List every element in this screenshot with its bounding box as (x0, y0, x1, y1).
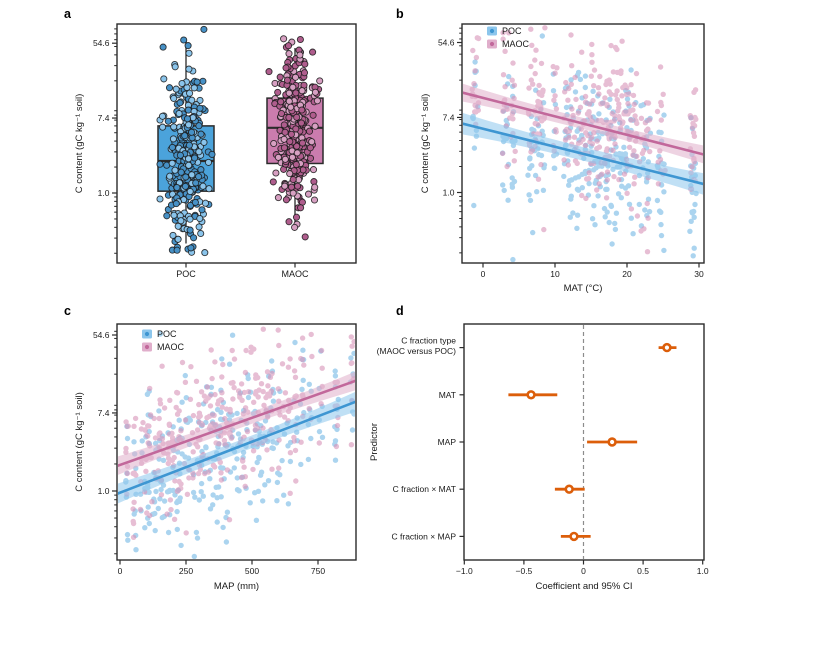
panel-d-y-axis-title: Predictor (369, 423, 380, 461)
panel-c-x-axis-title: MAP (mm) (214, 581, 259, 592)
panel-c-legend: POC MAOC (142, 329, 185, 352)
panel-d-x-axis: −1.0 −0.5 0 0.5 1.0 Coefficient and 95% CI (456, 560, 709, 592)
panel-d-xtick-label: 0 (581, 566, 586, 576)
panel-c-xtick-label: 500 (245, 566, 259, 576)
boxplot-maoc (265, 35, 324, 241)
forest-row-4: C fraction × MAP (392, 531, 591, 541)
forest-row-3: C fraction × MAT (393, 484, 585, 494)
panel-c-xtick-label: 250 (179, 566, 193, 576)
panel-a-y-axis: 54.6 7.4 1.0 C content (gC kg⁻¹ soil) (74, 28, 117, 254)
panel-a-letter: a (64, 7, 71, 21)
panel-a-ytick-label: 1.0 (98, 188, 110, 198)
legend-label-maoc: MAOC (502, 39, 530, 49)
panel-c-chart (118, 326, 355, 559)
panel-b-frame (461, 23, 705, 264)
panel-c-ytick-label: 1.0 (98, 486, 110, 496)
legend-label-poc: POC (157, 329, 177, 339)
panel-b-x-axis: 0 10 20 30 MAT (°C) (481, 263, 704, 294)
estimate-marker (564, 484, 574, 494)
panel-d-xtick-label: 1.0 (697, 566, 709, 576)
panel-a-ytick-label: 7.4 (98, 113, 110, 123)
legend-label-maoc: MAOC (157, 342, 185, 352)
row-label-3: C fraction × MAT (393, 484, 456, 494)
panel-c-ytick-label: 7.4 (98, 408, 110, 418)
panel-b-ytick-label: 1.0 (443, 188, 455, 198)
panel-a-ytick-label: 54.6 (93, 38, 110, 48)
panel-b-letter: b (396, 7, 404, 21)
panel-b-legend: POC MAOC (487, 26, 530, 49)
panel-c-x-axis: 0 250 500 750 MAP (mm) (118, 560, 325, 592)
panel-b-xtick-label: 0 (481, 269, 486, 279)
panel-d-letter: d (396, 304, 404, 318)
panel-c-y-axis-title: C content (gC kg⁻¹ soil) (74, 392, 85, 492)
forest-row-0: C fraction type(MAOC versus POC) (377, 336, 677, 356)
panel-d-frame (463, 323, 705, 561)
row-label-0: (MAOC versus POC) (377, 346, 457, 356)
category-label-maoc: MAOC (282, 269, 310, 279)
panel-d-xtick-label: −0.5 (516, 566, 533, 576)
panel-b-y-axis-title: C content (gC kg⁻¹ soil) (420, 94, 431, 194)
regression-line-poc (118, 400, 355, 495)
panel-a-frame (116, 23, 357, 264)
panel-b-ytick-label: 54.6 (438, 37, 455, 47)
row-label-1: MAT (439, 390, 456, 400)
panel-d-chart: C fraction type(MAOC versus POC) MAT MAP C … (369, 325, 677, 559)
estimate-marker (526, 390, 536, 400)
forest-row-2: MAP (438, 437, 638, 447)
estimate-marker (607, 437, 617, 447)
panel-c-letter: c (64, 304, 71, 318)
estimate-marker (662, 342, 672, 353)
panel-d-xtick-label: 0.5 (637, 566, 649, 576)
points-maoc (123, 326, 355, 540)
estimate-marker (569, 531, 579, 542)
points-poc (156, 25, 216, 257)
boxplot-poc (156, 25, 216, 257)
row-label-2: MAP (438, 437, 457, 447)
forest-row-1: MAT (439, 390, 558, 400)
panel-b-x-axis-title: MAT (°C) (564, 283, 603, 294)
points-maoc (265, 35, 324, 241)
panel-a-y-axis-title: C content (gC kg⁻¹ soil) (74, 94, 85, 194)
regression-line-maoc (118, 379, 355, 468)
panel-d-x-axis-title: Coefficient and 95% CI (536, 581, 633, 592)
panel-c-xtick-label: 750 (311, 566, 325, 576)
category-label-poc: POC (176, 269, 196, 279)
panel-b-xtick-label: 10 (550, 269, 560, 279)
panel-c-y-axis: 54.6 7.4 1.0 C content (gC kg⁻¹ soil) (74, 330, 117, 555)
panel-c-frame (116, 323, 357, 561)
panel-c-xtick-label: 0 (118, 566, 123, 576)
panel-c-ytick-label: 54.6 (93, 330, 110, 340)
panel-d-xtick-label: −1.0 (456, 566, 473, 576)
row-label-4: C fraction × MAP (392, 531, 457, 541)
panel-b-xtick-label: 30 (694, 269, 704, 279)
panel-b-y-axis: 54.6 7.4 1.0 C content (gC kg⁻¹ soil) (420, 27, 462, 254)
legend-label-poc: POC (502, 26, 522, 36)
panel-b-xtick-label: 20 (622, 269, 632, 279)
row-label-0: C fraction type (401, 336, 456, 346)
panel-b-ytick-label: 7.4 (443, 112, 455, 122)
regression-line-maoc (463, 91, 703, 156)
panel-a-chart: POC MAOC (156, 25, 324, 279)
regression-line-poc (463, 122, 703, 186)
panel-b-chart (463, 25, 703, 262)
